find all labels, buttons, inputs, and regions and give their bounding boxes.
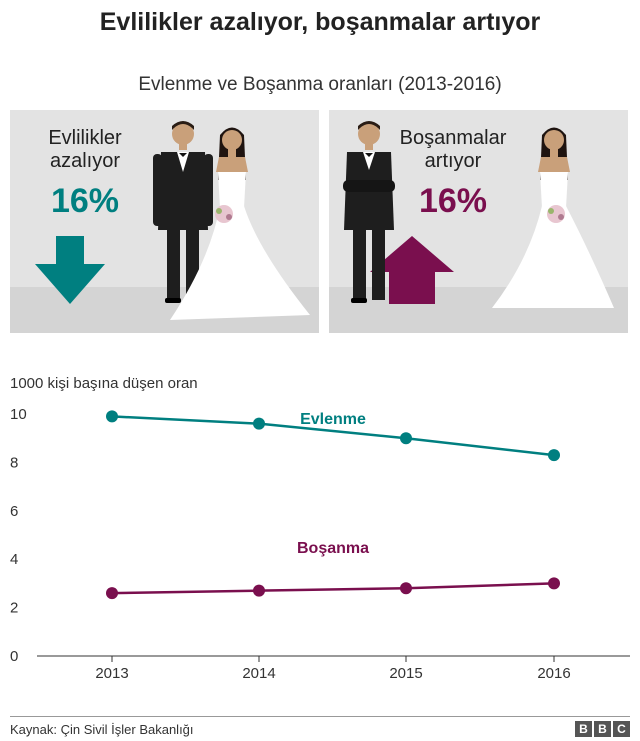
data-point bbox=[253, 417, 265, 430]
series-label: Boşanma bbox=[297, 540, 369, 557]
data-point bbox=[400, 582, 412, 595]
line-chart: 1000 kişi başına düşen oran 0 2 4 6 8 10 2013 20… bbox=[10, 375, 630, 682]
bbc-logo-letter: B bbox=[594, 721, 611, 737]
bbc-logo: B B C bbox=[575, 721, 630, 737]
groom-figure bbox=[343, 121, 395, 303]
y-axis-label: 1000 kişi başına düşen oran bbox=[10, 375, 198, 392]
data-point bbox=[400, 432, 412, 445]
data-point bbox=[106, 410, 118, 423]
divorce-percent: 16% bbox=[418, 182, 488, 220]
bride-figure bbox=[492, 127, 614, 308]
marriage-label-line2: azalıyor bbox=[49, 150, 121, 172]
x-tick-label: 2013 bbox=[95, 665, 128, 682]
divorce-illustration bbox=[343, 121, 614, 308]
data-point bbox=[106, 587, 118, 600]
marriage-panel: Evlilikler azalıyor 16% bbox=[10, 110, 319, 333]
data-point bbox=[548, 449, 560, 462]
footer-divider bbox=[10, 716, 630, 717]
infographic-subtitle: Evlenme ve Boşanma oranları (2013-2016) bbox=[138, 74, 502, 95]
groom-figure bbox=[153, 121, 213, 303]
y-tick-label: 0 bbox=[10, 648, 18, 665]
up-arrow-icon bbox=[370, 236, 454, 304]
y-tick-label: 6 bbox=[10, 503, 18, 520]
divorce-label: Boşanmalar artıyor bbox=[393, 127, 513, 173]
series-label: Evlenme bbox=[300, 411, 366, 428]
x-tick-label: 2015 bbox=[389, 665, 422, 682]
data-point bbox=[548, 577, 560, 590]
bbc-logo-letter: C bbox=[613, 721, 630, 737]
source-note: Kaynak: Çin Sivil İşler Bakanlığı bbox=[10, 722, 194, 737]
bbc-logo-letter: B bbox=[575, 721, 592, 737]
y-tick-label: 10 bbox=[10, 406, 27, 423]
y-tick-label: 4 bbox=[10, 551, 18, 568]
marriage-label-line1: Evlilikler bbox=[48, 127, 122, 149]
marriage-label: Evlilikler azalıyor bbox=[36, 127, 134, 173]
marriage-percent: 16% bbox=[50, 182, 120, 220]
data-point bbox=[253, 584, 265, 597]
bride-figure bbox=[170, 127, 310, 320]
x-tick-label: 2016 bbox=[537, 665, 570, 682]
divorce-label-line1: Boşanmalar bbox=[399, 127, 507, 149]
y-tick-label: 8 bbox=[10, 454, 18, 471]
x-tick-label: 2014 bbox=[242, 665, 275, 682]
infographic-title: Evlilikler azalıyor, boşanmalar artıyor bbox=[99, 8, 541, 36]
series-line bbox=[111, 582, 555, 595]
divorce-panel: Boşanmalar artıyor 16% bbox=[329, 110, 628, 333]
divorce-label-line2: artıyor bbox=[424, 150, 482, 172]
marriage-illustration bbox=[35, 121, 310, 320]
series-line bbox=[111, 415, 555, 457]
down-arrow-icon bbox=[35, 236, 105, 304]
y-tick-label: 2 bbox=[10, 600, 18, 617]
